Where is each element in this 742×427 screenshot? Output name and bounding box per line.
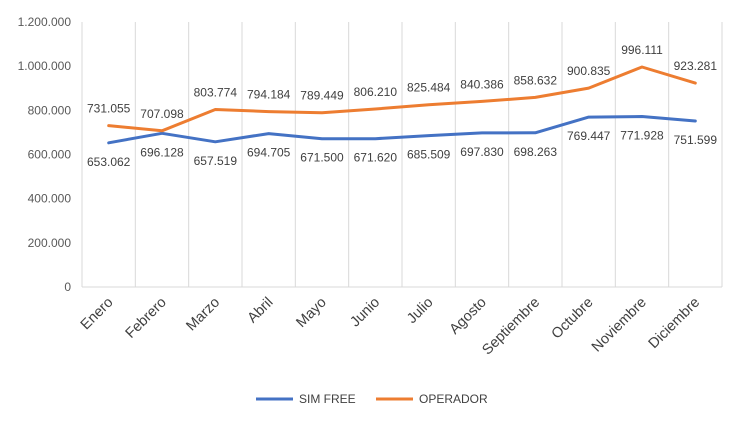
y-tick-label: 1.000.000 [18,59,72,73]
x-tick-label: Mayo [293,295,329,331]
legend: SIM FREE OPERADOR [256,392,488,406]
x-axis-ticks: Enero Febrero Marzo Abril Mayo Junio Julio Agos… [78,295,703,359]
x-tick-label: Julio [404,295,436,327]
x-tick-label: Abril [245,295,277,327]
x-tick-label: Septiembre [479,295,543,359]
x-tick-label: Octubre [549,295,597,343]
data-label: 653.062 [87,155,131,169]
y-axis-ticks: 0 200.000 400.000 600.000 800.000 1.000.000 1.… [18,15,72,294]
data-label: 671.500 [300,151,344,165]
data-label: 751.599 [674,133,718,147]
x-tick-label: Diciembre [646,295,703,352]
data-label: 771.928 [620,129,664,143]
x-tick-label: Noviembre [589,295,650,356]
series-line-sim-free [107,115,697,145]
data-label: 769.447 [567,129,611,143]
legend-label: SIM FREE [299,392,356,406]
legend-label: OPERADOR [419,392,488,406]
y-tick-label: 800.000 [28,103,72,117]
data-label: 825.484 [407,81,451,95]
data-label: 671.620 [354,151,398,165]
grid-lines [81,22,723,287]
x-tick-label: Enero [78,295,117,334]
data-label: 794.184 [247,88,291,102]
data-label: 840.386 [460,77,504,91]
y-tick-label: 1.200.000 [18,15,72,29]
data-label: 858.632 [514,73,558,87]
data-label: 697.830 [460,145,504,159]
data-label: 685.509 [407,148,451,162]
y-tick-label: 0 [64,280,71,294]
data-label: 696.128 [140,145,184,159]
data-label: 923.281 [674,59,718,73]
series-line-operador [107,65,697,133]
data-label: 731.055 [87,102,131,116]
data-label: 657.519 [194,154,238,168]
y-tick-label: 200.000 [28,236,72,250]
data-label: 803.774 [194,85,238,99]
y-tick-label: 400.000 [28,192,72,206]
data-label: 900.835 [567,64,611,78]
series-group [107,65,697,145]
data-label: 806.210 [354,85,398,99]
x-tick-label: Febrero [123,295,170,342]
data-label: 698.263 [514,145,558,159]
x-tick-label: Marzo [183,295,223,335]
data-label: 694.705 [247,146,291,160]
data-labels: 653.062 696.128 657.519 694.705 671.500 671.6… [87,43,717,169]
x-tick-label: Agosto [447,295,490,338]
data-label: 707.098 [140,107,184,121]
x-tick-label: Junio [347,295,383,331]
y-tick-label: 600.000 [28,148,72,162]
data-label: 996.111 [621,43,663,57]
data-label: 789.449 [300,89,344,103]
